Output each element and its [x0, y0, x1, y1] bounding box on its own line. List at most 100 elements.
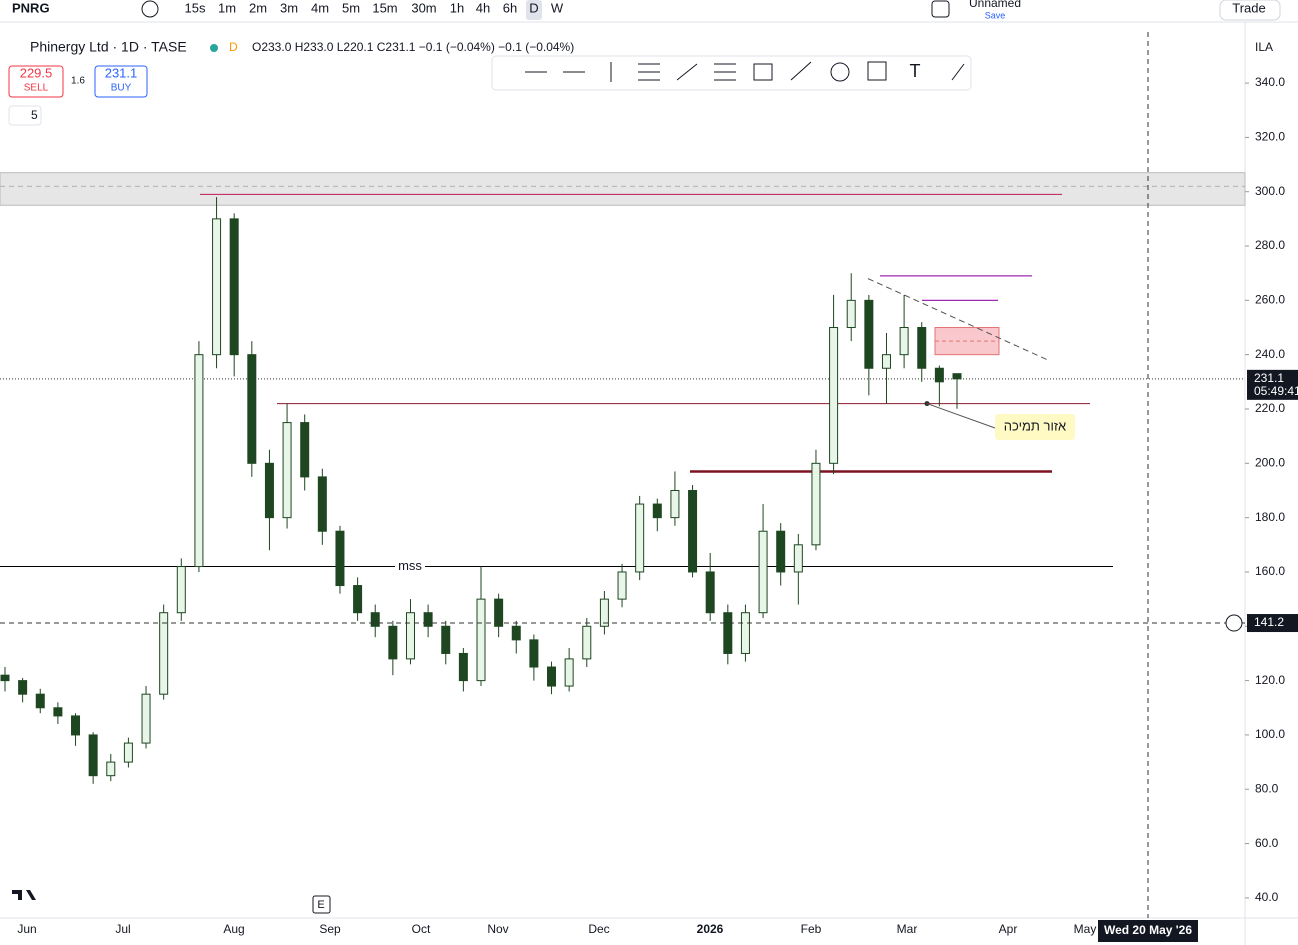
interval[interactable]: 15s — [185, 0, 206, 15]
last-price-bg — [1247, 369, 1298, 400]
candle-body — [617, 571, 627, 600]
candle-body — [723, 612, 733, 654]
candle-body — [899, 327, 909, 356]
x-tick-label: Jul — [115, 922, 130, 936]
interval[interactable]: 30m — [411, 0, 436, 15]
active-interval-bg — [526, 0, 542, 20]
buy-label[interactable]: BUY — [111, 83, 132, 94]
interval[interactable]: D — [529, 0, 538, 15]
candle-body — [917, 327, 927, 369]
level-label-bg — [395, 559, 425, 574]
x-tick-label: Jun — [17, 922, 36, 936]
sell-button[interactable] — [8, 65, 64, 98]
logo — [12, 890, 36, 900]
plot: mss אזור תמיכה — [0, 172, 1246, 784]
crosshair-date: Wed 20 May '26 — [1104, 923, 1192, 937]
interval[interactable]: 6h — [503, 0, 517, 15]
candle-body — [35, 693, 45, 709]
candle-body — [441, 625, 451, 654]
interval[interactable]: 2m — [249, 0, 267, 15]
y-tick-label: 40.0 — [1255, 890, 1279, 904]
candle-body — [405, 612, 415, 660]
candle-body — [176, 566, 186, 614]
candle-body — [846, 299, 856, 329]
crosshair-price: 141.2 — [1254, 615, 1284, 629]
candle-body — [335, 530, 345, 587]
tool-text-box[interactable] — [867, 61, 887, 81]
countdown: 05:49:41 — [1254, 384, 1298, 398]
candle-body — [776, 530, 786, 573]
candle-body — [264, 462, 274, 519]
level-label: mss — [398, 558, 422, 573]
candle-body — [159, 612, 169, 695]
x-tick-label: May — [1074, 922, 1097, 936]
earnings-marker[interactable] — [312, 895, 331, 914]
legend-ohlc: O233.0 H233.0 L220.1 C231.1 −0.1 (−0.04%… — [252, 40, 574, 54]
save[interactable]: Save — [985, 10, 1006, 20]
interval[interactable]: 4h — [476, 0, 490, 15]
candle-body — [511, 625, 521, 641]
interval[interactable]: 15m — [372, 0, 397, 15]
interval[interactable]: 5m — [342, 0, 360, 15]
interval[interactable]: 1m — [218, 0, 236, 15]
tool-icons[interactable] — [525, 61, 965, 82]
candle-body — [811, 462, 821, 546]
buy-button[interactable] — [94, 65, 148, 98]
crosshair-date-bg — [1098, 920, 1198, 942]
trendline — [867, 278, 1049, 361]
layout-name[interactable]: Unnamed — [969, 0, 1021, 10]
candle-body — [864, 299, 874, 369]
candle-body — [423, 612, 433, 627]
y-tick-label: 340.0 — [1255, 75, 1285, 89]
candle-body — [18, 680, 28, 695]
candle-body — [194, 354, 204, 568]
top-toolbar — [0, 0, 1298, 22]
y-tick-label: 260.0 — [1255, 293, 1285, 307]
candle-body — [599, 598, 609, 627]
indicators-toggle[interactable] — [8, 105, 42, 126]
note-leader — [926, 403, 996, 429]
candle-body — [141, 693, 151, 744]
candle-body — [317, 476, 327, 532]
y-tick-label: 220.0 — [1255, 401, 1285, 415]
y-tick-label: 100.0 — [1255, 727, 1285, 741]
trade-button[interactable] — [1219, 0, 1281, 21]
x-tick-label: Dec — [588, 922, 609, 936]
x-tick-label: Sep — [319, 922, 341, 936]
interval[interactable]: 3m — [280, 0, 298, 15]
candle-body — [370, 612, 380, 627]
candle-body — [212, 218, 222, 356]
drawing-toolbar: T — [491, 55, 972, 91]
tool-text[interactable]: T — [910, 61, 921, 81]
interval[interactable]: 1h — [450, 0, 464, 15]
y-tick-label: 320.0 — [1255, 130, 1285, 144]
status-dot — [210, 44, 218, 52]
candle-body — [740, 612, 750, 654]
interval[interactable]: 4m — [311, 0, 329, 15]
tool-circle[interactable] — [830, 62, 850, 82]
spread: 1.6 — [71, 76, 85, 87]
candle-body — [88, 734, 98, 777]
layout-icon[interactable] — [931, 0, 950, 18]
y-tick-label: 80.0 — [1255, 781, 1279, 795]
candle-body — [53, 707, 63, 717]
currency: ILA — [1255, 40, 1273, 54]
candle-body — [934, 367, 944, 383]
interval[interactable]: W — [551, 0, 564, 15]
symbol[interactable]: PNRG — [12, 0, 50, 15]
add-symbol[interactable] — [141, 0, 159, 18]
trade-label[interactable]: Trade — [1232, 0, 1265, 15]
drawing-toolbar-bg — [491, 55, 972, 91]
note-text: אזור תמיכה — [1004, 418, 1066, 433]
sell-label[interactable]: SELL — [24, 83, 49, 94]
x-tick-label: Feb — [801, 922, 822, 936]
buy-price[interactable]: 231.1 — [105, 65, 138, 80]
crosshair-plus[interactable] — [1225, 614, 1243, 632]
candle-body — [353, 585, 363, 614]
candle-body — [229, 218, 239, 356]
indicator-count[interactable]: 5 — [31, 108, 38, 122]
sell-price[interactable]: 229.5 — [20, 65, 53, 80]
x-tick-label: Apr — [999, 922, 1018, 936]
candle-body — [282, 422, 292, 519]
